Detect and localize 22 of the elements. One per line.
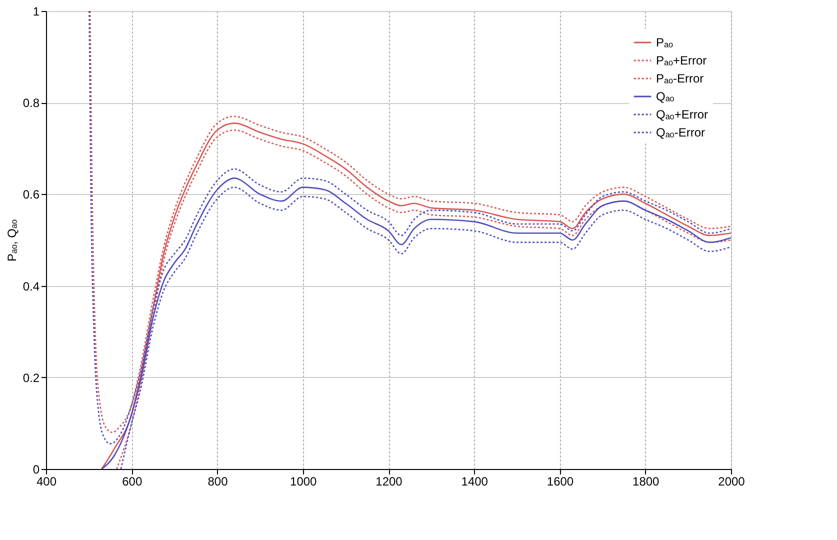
legend-label: Pₐₒ+Error (656, 54, 707, 68)
x-tick-label: 800 (208, 474, 228, 488)
y-tick-label: 0.4 (22, 279, 40, 294)
x-tick-label: 1800 (632, 474, 660, 488)
y-axis-title: Pₐₒ, Qₐₒ (4, 219, 19, 262)
x-tick-label: 2000 (718, 474, 746, 488)
x-tick-label: 1600 (546, 474, 574, 488)
x-tick-label: 1000 (290, 474, 318, 488)
y-tick-label: 0.6 (22, 188, 40, 202)
legend-label: Pₐₒ (656, 36, 674, 50)
y-tick-label: 0.8 (22, 96, 40, 110)
y-tick-label: 0.2 (22, 370, 40, 385)
x-tick-label: 1200 (376, 474, 403, 488)
x-tick-label: 400 (36, 474, 57, 488)
legend-label: Qₐₒ (656, 90, 675, 104)
y-tick-label: 0 (32, 462, 40, 476)
x-tick-label: 1400 (461, 474, 488, 488)
legend-label: Qₐₒ-Error (656, 126, 705, 140)
legend-label: Qₐₒ+Error (656, 108, 708, 122)
legend-label: Pₐₒ-Error (656, 72, 704, 86)
x-tick-label: 600 (122, 474, 142, 488)
y-tick-label: 1 (32, 4, 40, 18)
